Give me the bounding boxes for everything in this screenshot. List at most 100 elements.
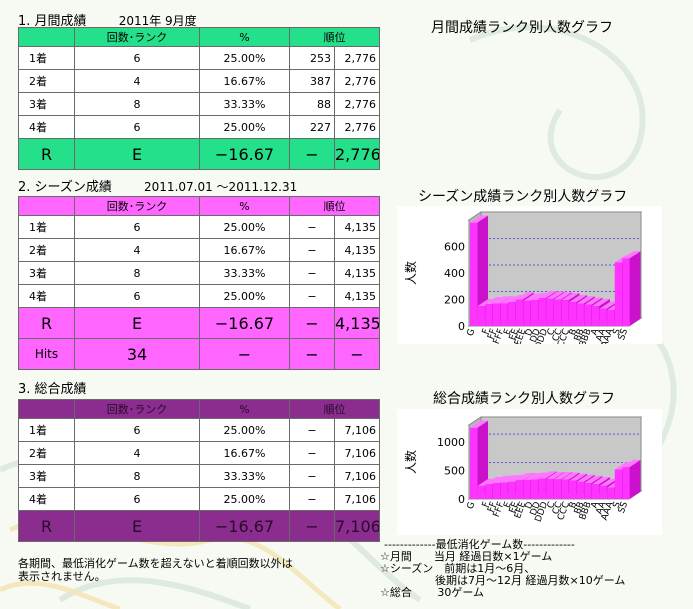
place-percent: 33.33% [199,92,290,116]
notes-line: 各期間、最低消化ゲーム数を超えないと着順回数以外は [18,557,293,570]
chart-bar-top [599,301,618,309]
chart-xtick-label: F [481,501,492,509]
chart-xtick-label: G [466,501,478,511]
table-header-row: 回数･ランク % 順位 [18,399,380,419]
place-percent: 33.33% [199,464,290,488]
season-period: 2011.07.01 〜2011.12.31 [144,180,298,194]
place-total: 7,106 [334,464,380,488]
chart-bar-top [515,292,534,300]
chart-bar [492,303,501,326]
place-count: 4 [74,238,200,262]
chart-ytick-label: 600 [444,241,465,254]
chart-xtick-label: D [524,501,536,511]
table-row: 4着 6 25.00% − 4,135 [18,284,380,308]
chart-bar-top [576,296,595,304]
place-percent: 25.00% [199,115,290,139]
header-count-rank: 回数･ランク [74,27,200,47]
chart-xtick-label: FF [486,501,499,514]
chart-bar [515,480,523,499]
place-percent: 16.67% [199,238,290,262]
place-total: 4,135 [334,238,380,262]
header-percent: % [199,196,290,216]
chart-bar-top [553,292,572,300]
place-rank: − [289,464,335,488]
place-label: 4着 [18,115,75,139]
chart-bar [576,481,584,499]
place-label: 3着 [18,92,75,116]
place-label: 4着 [18,284,75,308]
chart-bar [508,302,516,326]
place-rank: 88 [289,92,335,116]
place-count: 6 [74,215,200,239]
table-row: 1着 6 25.00% − 4,135 [18,215,380,239]
season-table: 回数･ランク % 順位 1着 6 25.00% − 4,135 2着 4 16.… [18,196,380,370]
place-label: 4着 [18,487,75,511]
header-blank [18,27,75,47]
chart-bar-top [530,472,549,480]
chart-bar [591,306,600,326]
chart-bar [500,303,508,326]
rate-row: R E −16.67 − 2,776 [18,138,380,170]
hits-label: Hits [18,338,75,370]
rate-rank: − [289,510,335,542]
place-rank: − [289,441,335,465]
place-count: 6 [74,487,200,511]
header-blank [18,196,75,216]
chart-xtick-label: DD [529,328,543,344]
table-row: 3着 8 33.33% − 4,135 [18,261,380,285]
monthly-graph-title: 月間成績ランク別人数グラフ [431,20,613,36]
chart-xtick-label: C [546,501,558,510]
monthly-period: 2011年 9月度 [118,14,197,28]
place-count: 6 [74,46,200,70]
chart-bar-top [576,474,595,482]
chart-bar [500,482,508,499]
rate-percent: −16.67 [199,307,290,339]
place-rank: 387 [289,69,335,93]
place-rank: − [289,418,335,442]
chart-xtick-label: AA [595,327,609,343]
season-heading-label: 2. シーズン成績 [18,180,112,195]
place-count: 4 [74,69,200,93]
place-total: 7,106 [334,418,380,442]
rate-total: 7,106 [334,510,380,542]
chart-bar-top [591,477,610,485]
table-row: 2着 4 16.67% − 7,106 [18,441,380,465]
chart-ytick-label: 0 [458,320,465,333]
chart-bar [530,300,539,326]
chart-bar [530,479,539,499]
place-rank: − [289,238,335,262]
chart-bar-top [485,296,504,305]
chart-bar [523,300,531,326]
chart-bar [576,303,584,326]
place-count: 8 [74,92,200,116]
chart-xtick-label: BB [573,501,587,516]
chart-bar [614,262,622,326]
chart-bar-top [561,292,580,301]
chart-xtick-label: AA [595,500,609,516]
chart-bar [614,469,622,499]
chart-bar-top [470,420,489,428]
chart-xtick-label: SS [617,327,630,341]
chart-bar [515,299,523,326]
chart-bar [470,222,478,326]
chart-bar-top [523,293,542,301]
chart-bar-side [477,420,489,499]
place-rank: − [289,487,335,511]
place-percent: 25.00% [199,418,290,442]
chart-bar [508,481,516,499]
chart-xtick-label: D [524,328,536,338]
table-row: 3着 8 33.33% − 7,106 [18,464,380,488]
header-count-rank: 回数･ランク [74,196,200,216]
chart-bar-top [500,475,519,483]
chart-bar [538,298,546,326]
hits-value: 34 [74,338,200,370]
table-row: 2着 4 16.67% − 4,135 [18,238,380,262]
chart-bar [523,480,531,499]
chart-bar-top [485,477,504,485]
chart-xtick-label: E [502,327,513,336]
table-row: 1着 6 25.00% − 7,106 [18,418,380,442]
rate-percent: −16.67 [199,138,290,170]
hits-rank: − [289,338,335,370]
chart-bar [485,484,493,499]
